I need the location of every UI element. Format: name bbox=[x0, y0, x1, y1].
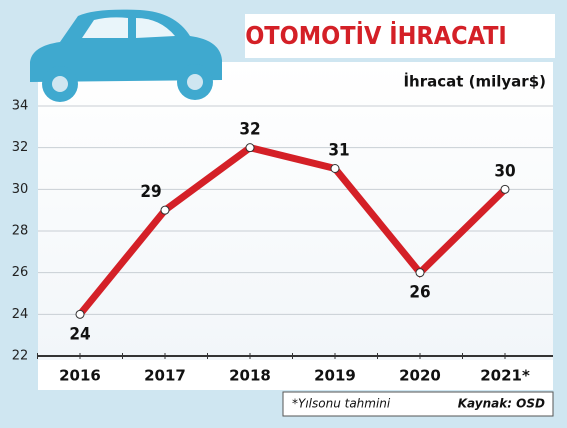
data-label: 32 bbox=[239, 120, 260, 140]
plot-area bbox=[38, 62, 553, 360]
x-tick-label: 2018 bbox=[229, 367, 271, 385]
marker bbox=[160, 205, 170, 215]
marker bbox=[330, 164, 340, 173]
x-tick-label: 2017 bbox=[144, 367, 186, 385]
axis-band bbox=[38, 360, 553, 390]
x-tick-label: 2021* bbox=[480, 367, 530, 385]
y-tick-label: 34 bbox=[12, 99, 29, 114]
x-tick-label: 2016 bbox=[59, 367, 101, 385]
source: Kaynak: OSD bbox=[458, 397, 545, 411]
chart-title: OTOMOTİV İHRACATI bbox=[245, 20, 507, 50]
car-windows bbox=[82, 17, 175, 38]
data-label: 24 bbox=[69, 324, 90, 344]
y-tick-label: 28 bbox=[12, 224, 29, 239]
marker bbox=[245, 143, 255, 153]
y-tick-label: 22 bbox=[12, 349, 29, 364]
data-label: 26 bbox=[409, 283, 430, 303]
wheel bbox=[52, 76, 68, 92]
data-line bbox=[77, 143, 508, 317]
title-box bbox=[245, 14, 555, 58]
data-label: 30 bbox=[494, 161, 515, 181]
marker bbox=[500, 184, 510, 194]
y-axis-label: İhracat (milyar$) bbox=[403, 72, 546, 91]
car-icon bbox=[30, 9, 222, 102]
note-box bbox=[282, 391, 554, 417]
data-label: 29 bbox=[140, 182, 161, 202]
marker bbox=[75, 309, 85, 319]
x-tick-label: 2020 bbox=[399, 367, 441, 385]
y-tick-label: 24 bbox=[12, 307, 29, 322]
marker bbox=[415, 268, 425, 278]
y-tick-label: 32 bbox=[12, 140, 29, 155]
y-tick-label: 26 bbox=[12, 265, 29, 280]
wheel bbox=[187, 74, 203, 90]
y-tick-label: 30 bbox=[12, 182, 29, 197]
data-label: 31 bbox=[328, 141, 349, 161]
footnote: *Yılsonu tahmini bbox=[292, 397, 391, 411]
x-tick-label: 2019 bbox=[314, 367, 356, 385]
